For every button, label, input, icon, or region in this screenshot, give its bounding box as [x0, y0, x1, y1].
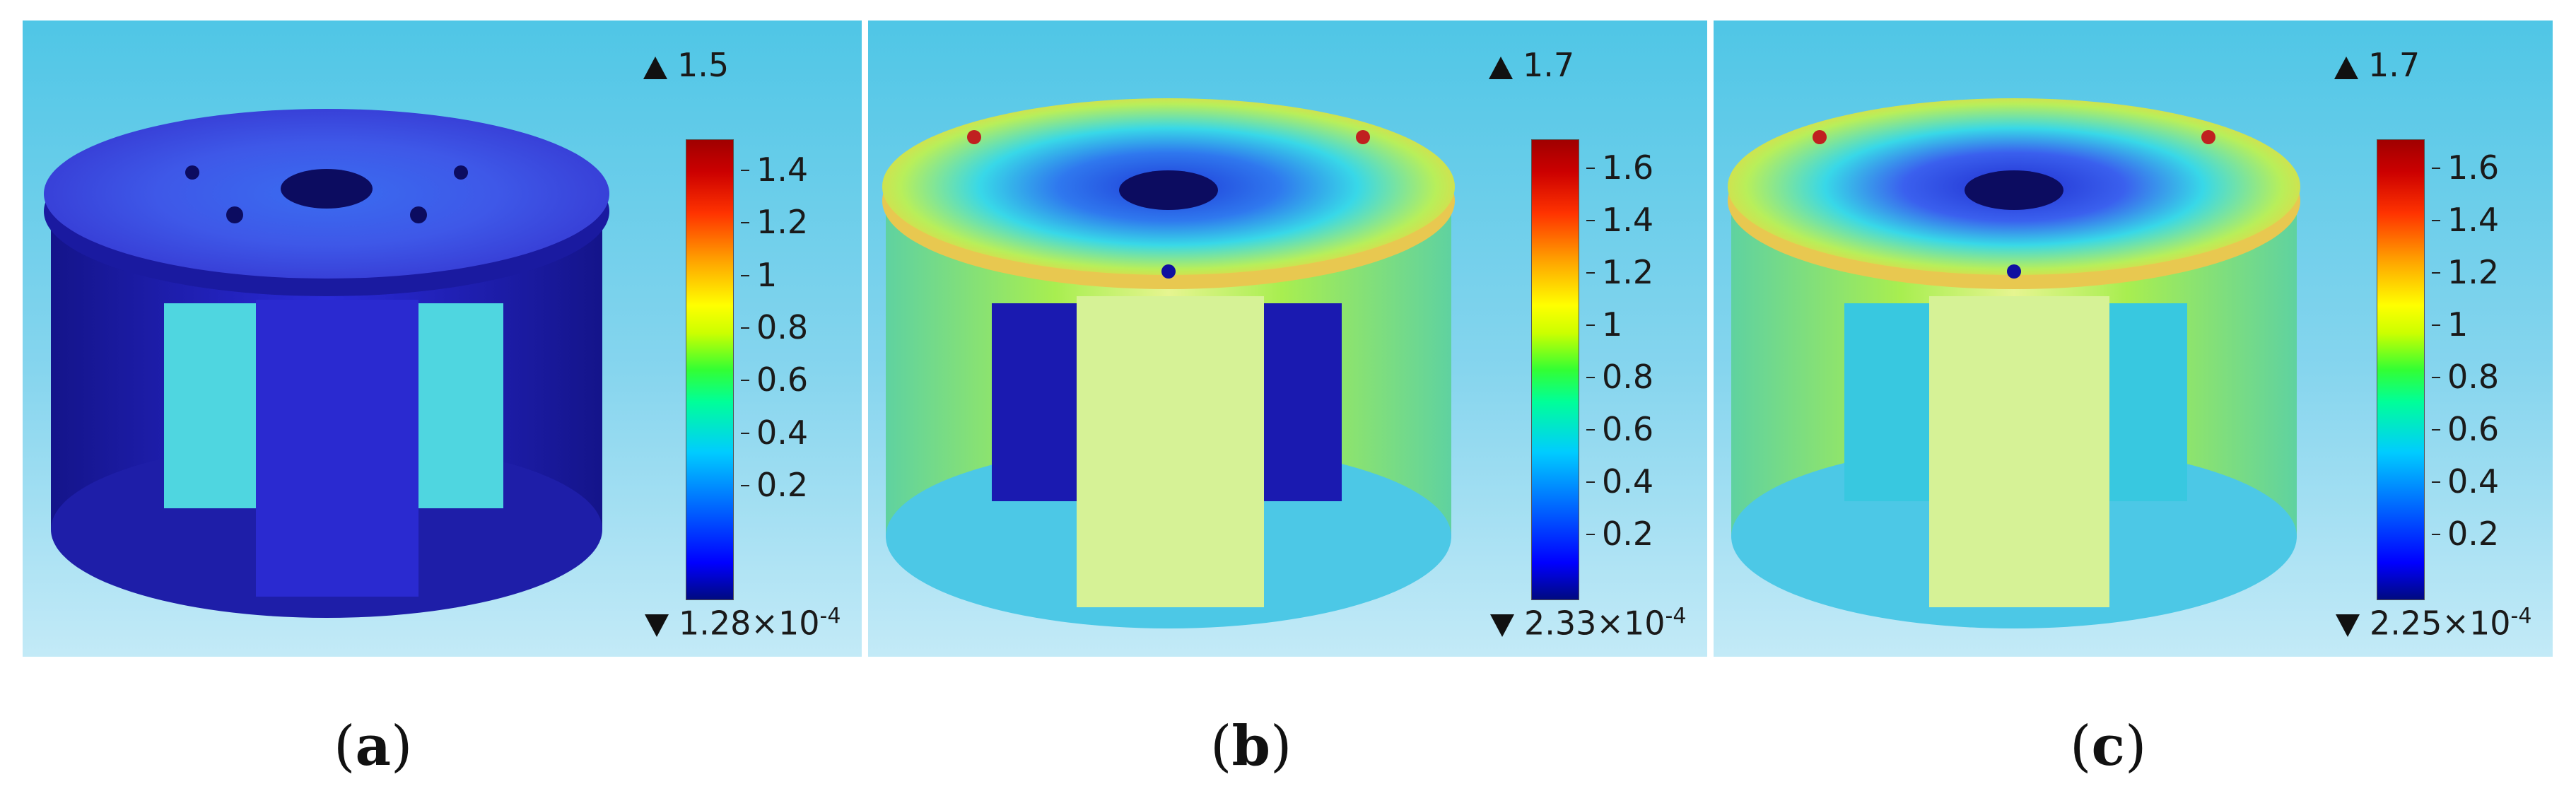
colorbar-tick: 1.4 [2431, 201, 2500, 239]
colorbar-tick: 1 [740, 256, 778, 294]
panel-a: 1.5 1.4 1.2 1 0.8 0.6 0.4 0.2 1.28×10-4 [23, 21, 862, 657]
colorbar-tick: 1.2 [1586, 253, 1654, 291]
colorbar-tick: 1.4 [1586, 201, 1654, 239]
color-legend-bar [2377, 139, 2425, 600]
colorbar-tick: 0.2 [1586, 515, 1654, 553]
colorbar-tick: 1 [2431, 305, 2469, 344]
colorbar-tick: 0.2 [740, 466, 809, 504]
rotor-model-image [1728, 98, 2300, 628]
min-triangle-icon [2336, 614, 2360, 637]
colorbar-tick: 0.6 [740, 361, 809, 399]
colorbar-tick: 0.4 [740, 414, 809, 452]
caption-a: (a) [334, 714, 413, 778]
colorbar-tick: 1.6 [1586, 148, 1654, 187]
color-legend-bar [686, 139, 734, 600]
panel-b: 1.7 1.6 1.4 1.2 1 0.8 0.6 0.4 0.2 2.33×1… [868, 21, 1707, 657]
colorbar-tick: 1.6 [2431, 148, 2500, 187]
max-triangle-icon [1489, 56, 1513, 79]
max-value-label: 1.7 [1489, 49, 1574, 81]
min-triangle-icon [1490, 614, 1514, 637]
max-triangle-icon [2334, 56, 2358, 79]
color-legend-bar [1531, 139, 1579, 600]
colorbar-tick: 0.6 [1586, 410, 1654, 448]
max-value-label: 1.7 [2334, 49, 2420, 81]
rotor-model-image [44, 109, 609, 618]
colorbar-tick: 0.6 [2431, 410, 2500, 448]
colorbar-tick: 0.8 [740, 308, 809, 346]
colorbar-tick: 1 [1586, 305, 1623, 344]
max-triangle-icon [643, 56, 667, 79]
caption-b: (b) [1210, 714, 1292, 778]
panel-c: 1.7 1.6 1.4 1.2 1 0.8 0.6 0.4 0.2 2.25×1… [1714, 21, 2553, 657]
max-value-label: 1.5 [643, 49, 729, 81]
rotor-model-image [882, 98, 1455, 628]
min-value-label: 1.28×10-4 [645, 606, 841, 639]
colorbar-tick: 0.8 [2431, 358, 2500, 396]
colorbar-tick: 0.4 [2431, 462, 2500, 501]
colorbar-tick: 0.4 [1586, 462, 1654, 501]
colorbar-tick: 1.4 [740, 151, 809, 189]
min-value-label: 2.33×10-4 [1490, 606, 1686, 639]
colorbar-tick: 0.8 [1586, 358, 1654, 396]
colorbar-tick: 1.2 [740, 203, 809, 241]
colorbar-tick: 0.2 [2431, 515, 2500, 553]
min-value-label: 2.25×10-4 [2336, 606, 2531, 639]
colorbar-tick: 1.2 [2431, 253, 2500, 291]
min-triangle-icon [645, 614, 669, 637]
caption-c: (c) [2070, 714, 2147, 778]
